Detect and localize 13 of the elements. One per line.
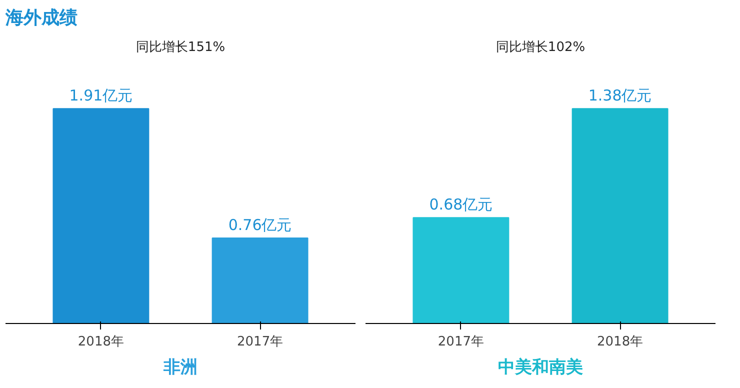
x-tick-label: 2017年 — [237, 334, 284, 350]
text: 同比增长151% — [136, 40, 226, 55]
data-label: 1.38亿元 — [588, 86, 652, 105]
x-tick-label: 2018年 — [597, 334, 644, 350]
text: 同比增长102% — [496, 40, 586, 55]
data-label: 1.91亿元 — [69, 86, 133, 105]
data-label: 0.68亿元 — [429, 196, 493, 214]
chart-title: 海外成绩 — [4, 8, 78, 28]
x-tick-label: 2017年 — [438, 334, 484, 350]
data-label: 0.76亿元 — [228, 216, 292, 234]
x-tick-label: 2018年 — [78, 334, 124, 350]
x-axis-title: 非洲 — [162, 358, 198, 378]
x-axis-title: 中美和南美 — [498, 358, 583, 378]
